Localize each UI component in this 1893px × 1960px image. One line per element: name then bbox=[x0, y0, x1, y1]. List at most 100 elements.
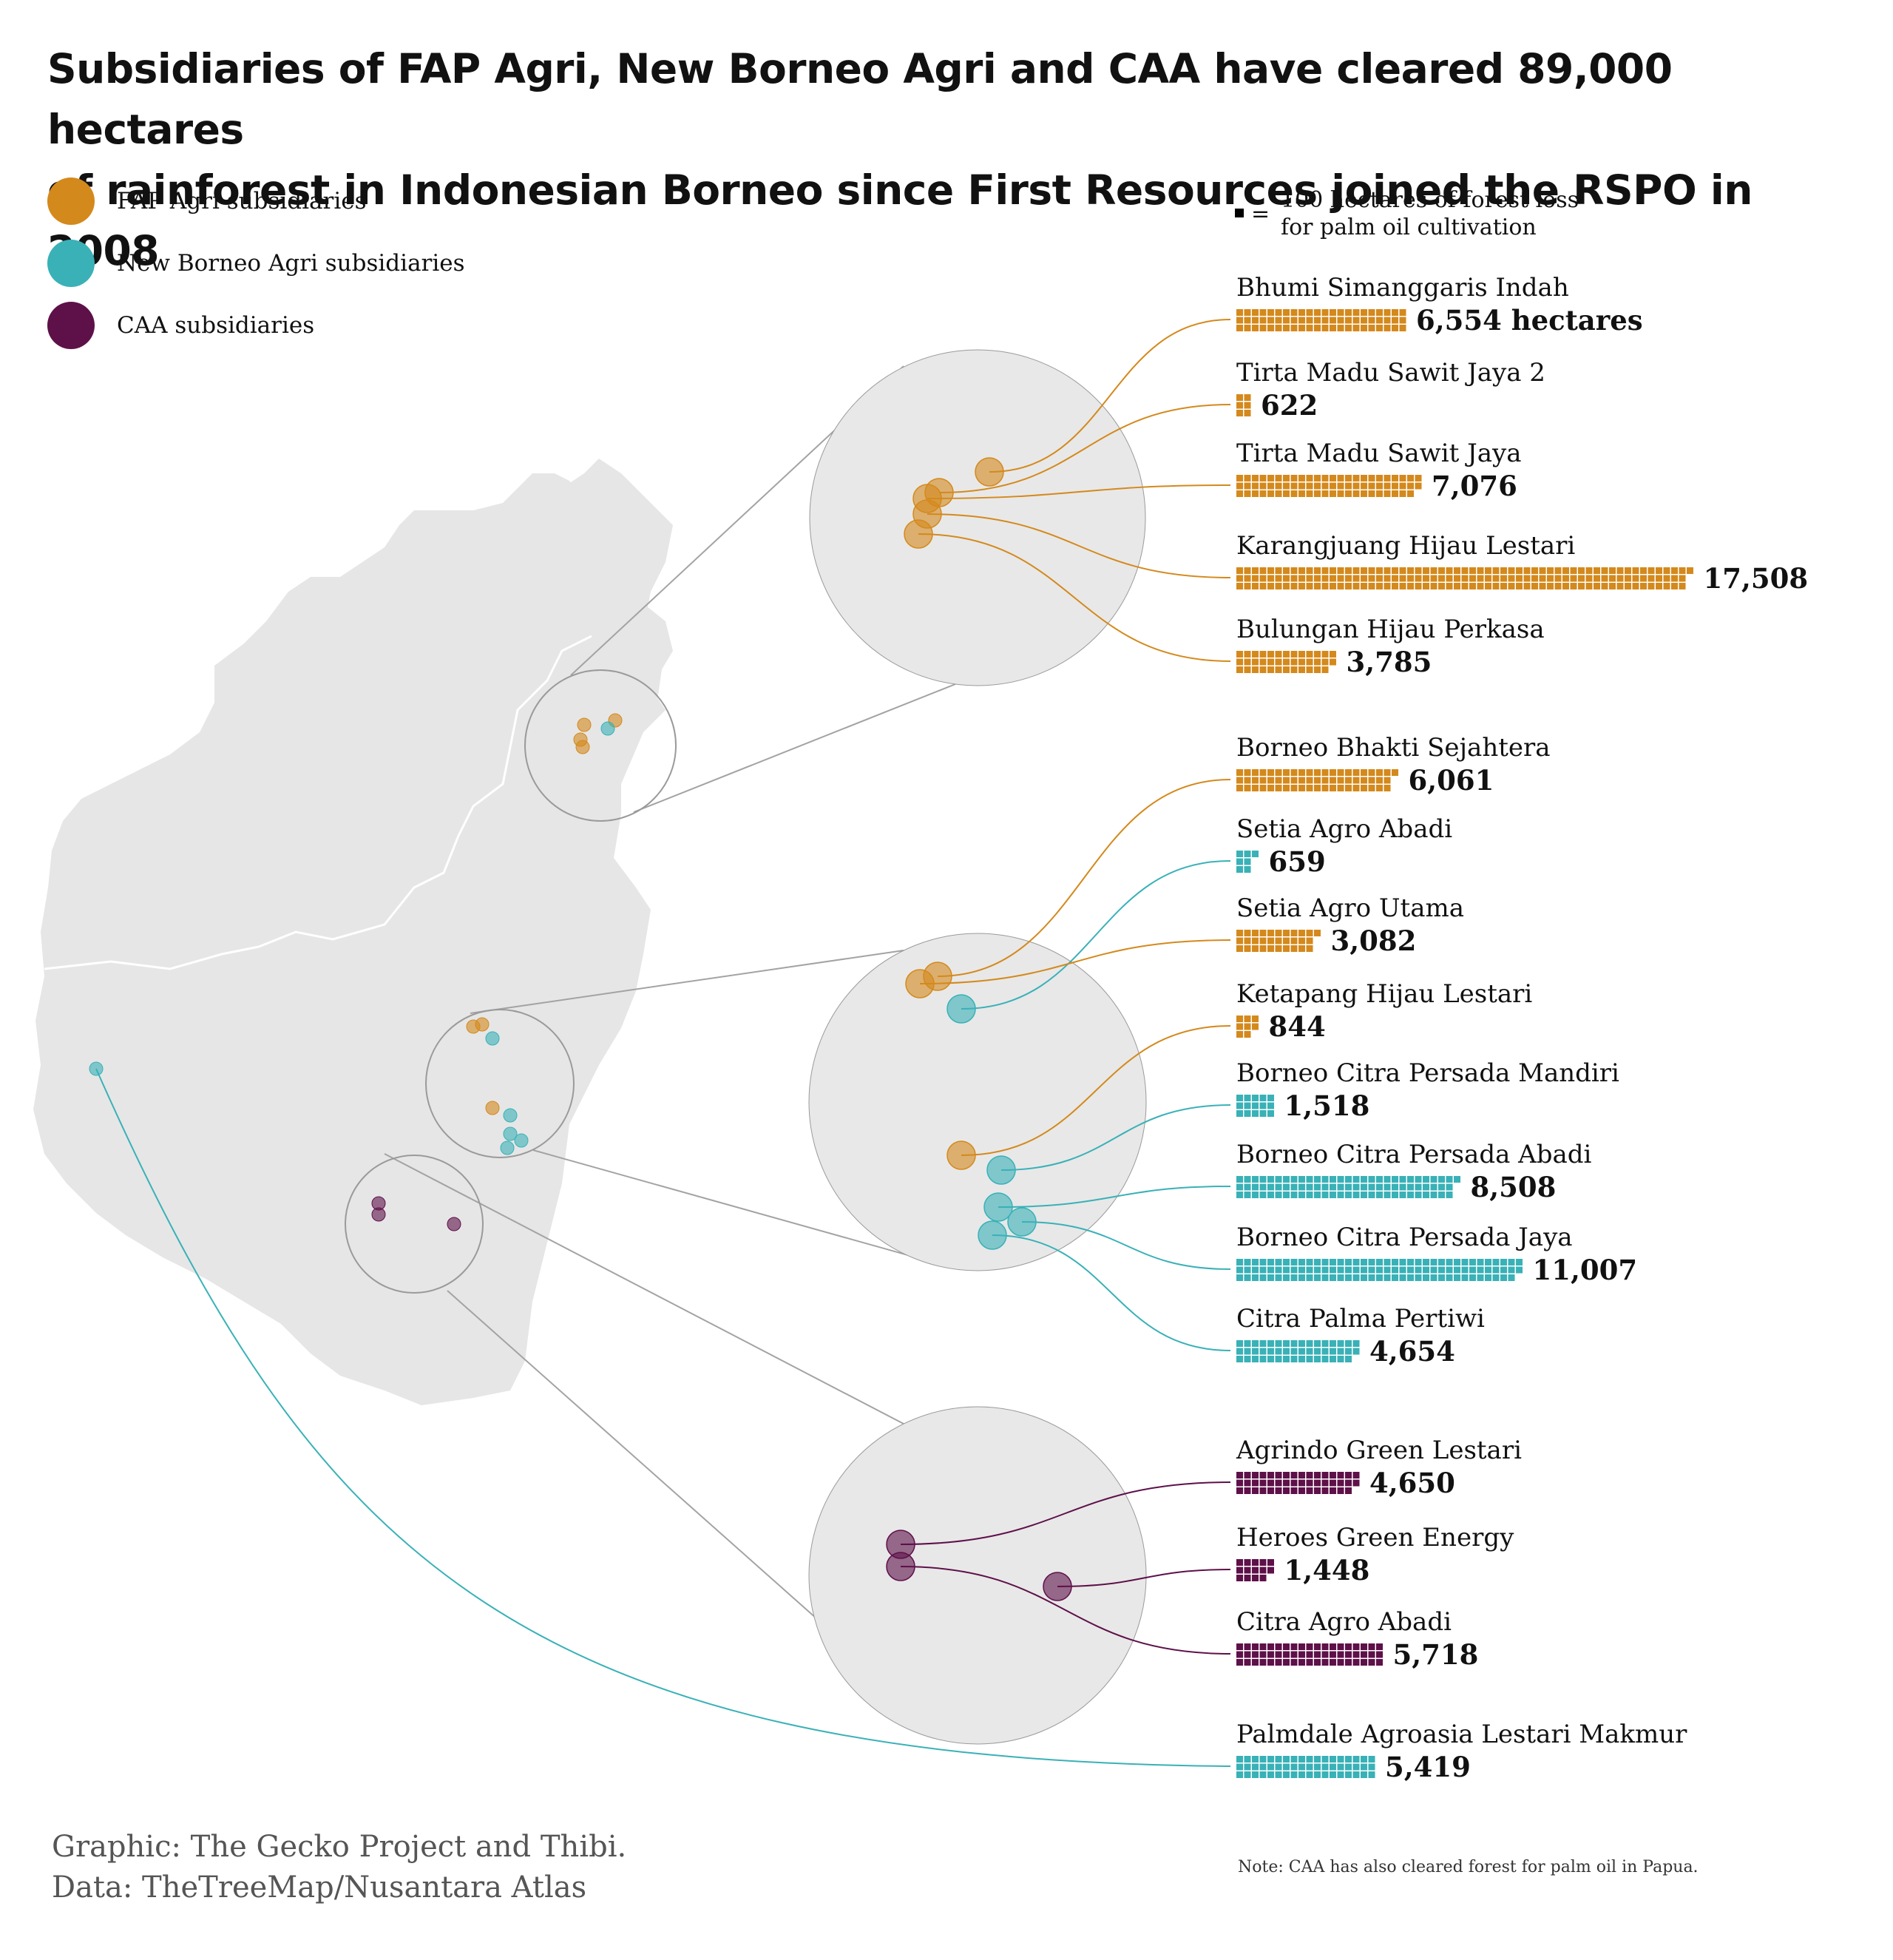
borneo-map bbox=[33, 459, 673, 1405]
waffle-square bbox=[1267, 1183, 1274, 1191]
waffle-square bbox=[1298, 1763, 1305, 1771]
waffle-square bbox=[1384, 567, 1391, 574]
chart-title-line-1: Subsidiaries of FAP Agri, New Borneo Agr… bbox=[47, 45, 1673, 153]
waffle-square bbox=[1337, 1659, 1344, 1666]
waffle-square bbox=[1252, 851, 1259, 857]
waffle-square bbox=[1438, 575, 1445, 582]
waffle-square bbox=[1236, 567, 1243, 574]
waffle-square bbox=[1275, 1487, 1282, 1494]
waffle-square bbox=[1290, 475, 1298, 481]
waffle-square bbox=[1368, 777, 1375, 784]
waffle-square bbox=[1430, 1192, 1437, 1198]
waffle-square bbox=[1306, 945, 1313, 952]
waffle-square bbox=[1376, 583, 1383, 589]
bar-karangjuang-hijau-lestari: Karangjuang Hijau Lestari 17,508 bbox=[1236, 531, 1808, 595]
waffle-square bbox=[1407, 1176, 1414, 1183]
waffle-square bbox=[1283, 1266, 1290, 1274]
bar-value-label: 4,654 bbox=[1369, 1335, 1455, 1368]
waffle-square bbox=[1384, 1183, 1391, 1191]
waffle-square bbox=[1244, 858, 1251, 865]
waffle-square bbox=[1469, 1274, 1476, 1281]
waffle-square bbox=[1415, 583, 1422, 589]
waffle-square bbox=[1352, 785, 1360, 791]
waffle-square bbox=[1252, 1192, 1259, 1198]
border-line bbox=[44, 635, 592, 970]
credit: Graphic: The Gecko Project and Thibi. Da… bbox=[52, 1827, 626, 1908]
waffle-square bbox=[1399, 309, 1406, 316]
waffle-square bbox=[1321, 785, 1329, 791]
legend-label-caa: CAA subsidiaries bbox=[117, 312, 315, 339]
waffle-square bbox=[1352, 1771, 1360, 1778]
waffle-square bbox=[1244, 317, 1251, 324]
waffle-square bbox=[1259, 1348, 1267, 1355]
waffle-square bbox=[1361, 1176, 1367, 1183]
waffle-square bbox=[1244, 1095, 1251, 1101]
waffle-square bbox=[1290, 583, 1298, 589]
waffle-square bbox=[1423, 575, 1429, 582]
map-point bbox=[447, 1217, 461, 1231]
waffle-square bbox=[1477, 1259, 1484, 1265]
waffle-square bbox=[1298, 1192, 1305, 1198]
waffle-square bbox=[1314, 651, 1321, 658]
waffle-square bbox=[1361, 482, 1367, 490]
waffle-square bbox=[1244, 1559, 1251, 1566]
waffle-square bbox=[1337, 1356, 1344, 1362]
waffle-square bbox=[1275, 317, 1282, 324]
waffle-square bbox=[1508, 1274, 1515, 1281]
waffle-square bbox=[1298, 1756, 1305, 1763]
waffle-square bbox=[1392, 575, 1398, 582]
waffle-square bbox=[1306, 651, 1313, 658]
waffle-square bbox=[1337, 785, 1344, 791]
waffle-square bbox=[1275, 651, 1282, 658]
waffle-square bbox=[1632, 575, 1639, 582]
waffle-square bbox=[1236, 410, 1243, 416]
waffle-square bbox=[1368, 1274, 1375, 1281]
waffle-square bbox=[1259, 658, 1267, 666]
waffle-square bbox=[1244, 1259, 1251, 1265]
waffle-square bbox=[1625, 567, 1631, 574]
waffle-square bbox=[1252, 658, 1259, 666]
waffle-square bbox=[1236, 575, 1243, 582]
waffle-square bbox=[1252, 1643, 1259, 1650]
waffle-square bbox=[1314, 1479, 1321, 1487]
borneo-landmass bbox=[33, 459, 673, 1405]
waffle-square bbox=[1368, 785, 1375, 791]
waffle-square bbox=[1345, 309, 1352, 316]
waffle-square bbox=[1259, 785, 1267, 791]
bar-value-label: 6,061 bbox=[1409, 764, 1494, 797]
waffle-square bbox=[1392, 490, 1398, 497]
waffle-square bbox=[1314, 1643, 1321, 1650]
waffle-square bbox=[1330, 1259, 1336, 1265]
waffle-square bbox=[1345, 575, 1352, 582]
waffle-square bbox=[1290, 317, 1298, 324]
waffle-square bbox=[1523, 575, 1531, 582]
waffle-square bbox=[1616, 583, 1624, 589]
waffle-square bbox=[1337, 490, 1344, 497]
leader-line bbox=[900, 1481, 1231, 1545]
waffle-square bbox=[1392, 325, 1398, 331]
waffle-square bbox=[1259, 1192, 1267, 1198]
credit-line-1: Graphic: The Gecko Project and Thibi. bbox=[52, 1830, 627, 1864]
waffle-square bbox=[1330, 1274, 1336, 1281]
waffle-square bbox=[1361, 1643, 1367, 1650]
waffle-square bbox=[1283, 1348, 1290, 1355]
waffle-square bbox=[1500, 1259, 1507, 1265]
waffle-square bbox=[1446, 1259, 1453, 1265]
waffle-square bbox=[1384, 785, 1391, 791]
waffle-square bbox=[1578, 567, 1585, 574]
map-point bbox=[500, 1140, 515, 1155]
waffle-square bbox=[1306, 1756, 1313, 1763]
waffle-square bbox=[1314, 666, 1321, 673]
waffle-square bbox=[1330, 482, 1336, 490]
waffle-square bbox=[1368, 1259, 1375, 1265]
waffle-square bbox=[1446, 1192, 1453, 1198]
waffle-square bbox=[1244, 410, 1251, 416]
waffle-square bbox=[1392, 475, 1398, 481]
waffle-square bbox=[1438, 567, 1445, 574]
waffle-square bbox=[1345, 482, 1352, 490]
waffle-square bbox=[1244, 309, 1251, 316]
waffle-square bbox=[1244, 1756, 1251, 1763]
waffle-square bbox=[1283, 1183, 1290, 1191]
waffle-square bbox=[1252, 1110, 1259, 1117]
